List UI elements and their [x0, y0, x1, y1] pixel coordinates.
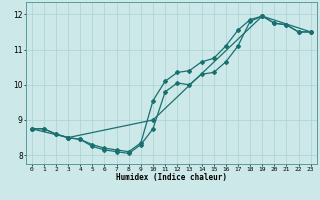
- X-axis label: Humidex (Indice chaleur): Humidex (Indice chaleur): [116, 173, 227, 182]
